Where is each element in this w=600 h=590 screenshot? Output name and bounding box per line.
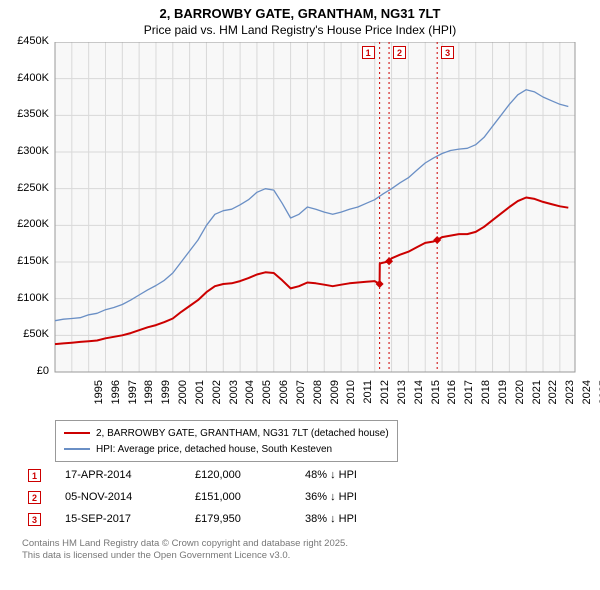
x-tick-label: 1995	[93, 380, 105, 420]
x-tick-label: 2002	[211, 380, 223, 420]
y-tick-label: £250K	[0, 182, 49, 194]
x-tick-label: 2017	[463, 380, 475, 420]
x-tick-label: 2012	[379, 380, 391, 420]
legend-item: HPI: Average price, detached house, Sout…	[64, 441, 389, 457]
chart-title-line2: Price paid vs. HM Land Registry's House …	[0, 21, 600, 37]
event-row: 1 17-APR-2014£120,00048% ↓ HPI	[28, 464, 415, 486]
chart-title-line1: 2, BARROWBY GATE, GRANTHAM, NG31 7LT	[0, 0, 600, 21]
event-number-box: 2	[28, 491, 41, 504]
event-price: £151,000	[195, 491, 305, 503]
x-tick-label: 2010	[345, 380, 357, 420]
event-price: £179,950	[195, 513, 305, 525]
x-tick-label: 2016	[446, 380, 458, 420]
x-tick-label: 2001	[194, 380, 206, 420]
x-tick-label: 1997	[127, 380, 139, 420]
footnote-line2: This data is licensed under the Open Gov…	[22, 550, 348, 562]
footnote-line1: Contains HM Land Registry data © Crown c…	[22, 538, 348, 550]
x-tick-label: 2018	[480, 380, 492, 420]
legend-label: 2, BARROWBY GATE, GRANTHAM, NG31 7LT (de…	[96, 428, 389, 439]
x-tick-label: 2024	[581, 380, 593, 420]
event-marker-1: 1	[362, 46, 375, 59]
footnote: Contains HM Land Registry data © Crown c…	[22, 538, 348, 562]
event-date: 17-APR-2014	[65, 469, 195, 481]
x-tick-label: 2022	[547, 380, 559, 420]
event-price: £120,000	[195, 469, 305, 481]
y-tick-label: £400K	[0, 72, 49, 84]
x-tick-label: 2013	[396, 380, 408, 420]
x-tick-label: 2003	[228, 380, 240, 420]
event-marker-2: 2	[393, 46, 406, 59]
event-date: 15-SEP-2017	[65, 513, 195, 525]
x-tick-label: 2009	[329, 380, 341, 420]
y-tick-label: £350K	[0, 108, 49, 120]
y-tick-label: £200K	[0, 218, 49, 230]
x-tick-label: 2007	[295, 380, 307, 420]
y-tick-label: £0	[0, 365, 49, 377]
event-marker-3: 3	[441, 46, 454, 59]
legend-item: 2, BARROWBY GATE, GRANTHAM, NG31 7LT (de…	[64, 425, 389, 441]
y-tick-label: £300K	[0, 145, 49, 157]
y-tick-label: £100K	[0, 292, 49, 304]
x-tick-label: 2006	[278, 380, 290, 420]
x-tick-label: 2019	[497, 380, 509, 420]
legend: 2, BARROWBY GATE, GRANTHAM, NG31 7LT (de…	[55, 420, 398, 462]
event-row: 2 05-NOV-2014£151,00036% ↓ HPI	[28, 486, 415, 508]
x-tick-label: 2015	[430, 380, 442, 420]
chart-container: 2, BARROWBY GATE, GRANTHAM, NG31 7LT Pri…	[0, 0, 600, 590]
x-tick-label: 1998	[143, 380, 155, 420]
legend-label: HPI: Average price, detached house, Sout…	[96, 444, 332, 455]
x-tick-label: 2020	[514, 380, 526, 420]
x-tick-label: 2000	[177, 380, 189, 420]
event-diff: 38% ↓ HPI	[305, 513, 415, 525]
event-date: 05-NOV-2014	[65, 491, 195, 503]
x-tick-label: 1996	[110, 380, 122, 420]
event-number-box: 1	[28, 469, 41, 482]
x-tick-label: 2023	[564, 380, 576, 420]
chart-svg	[0, 42, 600, 432]
event-diff: 48% ↓ HPI	[305, 469, 415, 481]
y-tick-label: £450K	[0, 35, 49, 47]
event-row: 3 15-SEP-2017£179,95038% ↓ HPI	[28, 508, 415, 530]
events-table: 1 17-APR-2014£120,00048% ↓ HPI 2 05-NOV-201…	[28, 464, 415, 530]
x-tick-label: 2008	[312, 380, 324, 420]
legend-swatch	[64, 432, 90, 434]
x-tick-label: 2021	[531, 380, 543, 420]
y-tick-label: £150K	[0, 255, 49, 267]
y-tick-label: £50K	[0, 328, 49, 340]
chart-area: £0 £50K £100K £150K £200K £250K £300K £350K £400…	[0, 42, 600, 432]
legend-swatch	[64, 448, 90, 450]
event-number-box: 3	[28, 513, 41, 526]
x-tick-label: 2014	[413, 380, 425, 420]
x-tick-label: 2005	[261, 380, 273, 420]
event-diff: 36% ↓ HPI	[305, 491, 415, 503]
x-tick-label: 1999	[160, 380, 172, 420]
x-tick-label: 2011	[362, 380, 374, 420]
x-tick-label: 2004	[244, 380, 256, 420]
